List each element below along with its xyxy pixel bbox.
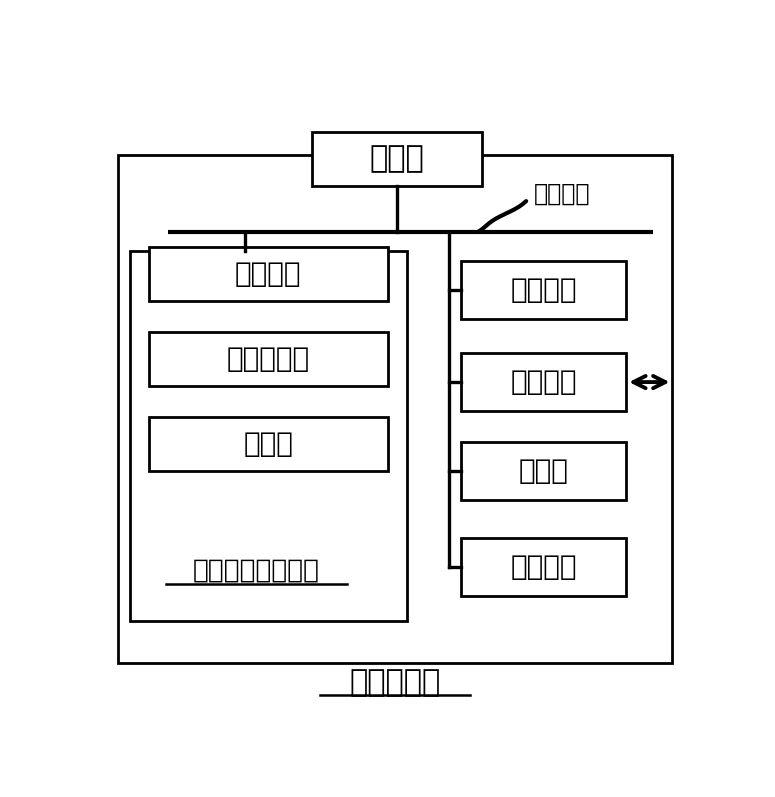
FancyBboxPatch shape	[460, 353, 626, 411]
Text: 处理器: 处理器	[370, 144, 424, 173]
Text: 数据库: 数据库	[243, 430, 293, 457]
FancyBboxPatch shape	[118, 155, 673, 663]
Text: 非易失性存储介质: 非易失性存储介质	[193, 558, 320, 583]
FancyBboxPatch shape	[149, 332, 388, 386]
Text: 计算机程序: 计算机程序	[226, 345, 310, 373]
FancyBboxPatch shape	[129, 251, 407, 621]
FancyBboxPatch shape	[460, 442, 626, 500]
FancyBboxPatch shape	[149, 417, 388, 471]
Text: 系统总线: 系统总线	[534, 182, 591, 206]
Text: 操作系统: 操作系统	[235, 261, 301, 289]
FancyBboxPatch shape	[149, 247, 388, 301]
Text: 内存储器: 内存储器	[510, 276, 577, 304]
FancyBboxPatch shape	[312, 132, 481, 186]
FancyBboxPatch shape	[460, 538, 626, 595]
Text: 计算机设备: 计算机设备	[350, 668, 441, 697]
Text: 显示屏: 显示屏	[518, 457, 568, 485]
Text: 输入装置: 输入装置	[510, 553, 577, 581]
Text: 网络接口: 网络接口	[510, 368, 577, 396]
FancyBboxPatch shape	[460, 261, 626, 319]
